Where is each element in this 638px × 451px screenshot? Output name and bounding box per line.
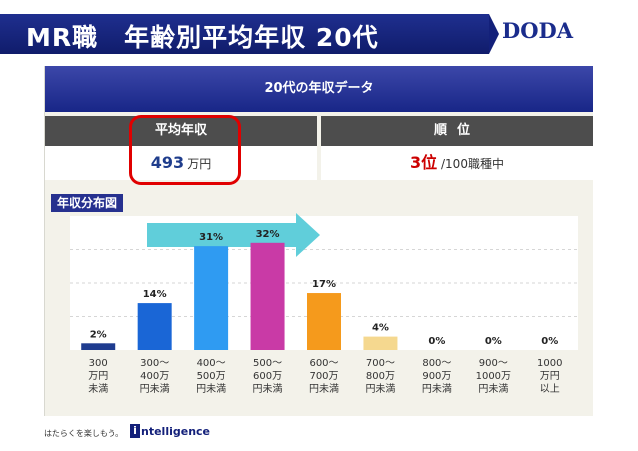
category-label: 円未満 [196, 383, 226, 395]
category-label: 500～ [253, 358, 282, 369]
category-label: 1000 [537, 358, 562, 369]
bar [81, 343, 116, 350]
bar [194, 246, 229, 350]
rank-header: 順位 [321, 116, 593, 146]
data-label: 32% [256, 229, 280, 240]
rank-value: 3位 [410, 153, 438, 172]
category-label: 300～ [140, 358, 169, 369]
data-label: 4% [372, 323, 389, 334]
salary-distribution-chart: 2%300万円未満14%300～400万円未満31%400～500万円未満32%… [70, 213, 578, 395]
data-label: 14% [143, 289, 167, 300]
bar [137, 303, 172, 350]
avg-salary-value: 493 [150, 153, 185, 172]
avg-salary-cell: 493 万円 [45, 146, 317, 180]
category-label: 300 [89, 358, 108, 369]
category-label: 600～ [309, 358, 338, 369]
category-label: 万円 [540, 371, 560, 382]
bar [250, 242, 285, 350]
data-label: 0% [485, 336, 502, 347]
data-label: 0% [428, 336, 445, 347]
category-label: 円未満 [478, 383, 508, 395]
data-label: 2% [90, 329, 107, 340]
page-title: MR職 年齢別平均年収 20代 [26, 23, 379, 52]
rank-cell: 3位 /100職種中 [321, 146, 593, 180]
chart-title: 年収分布図 [51, 194, 124, 212]
category-label: 1000万 [476, 371, 511, 382]
category-label: 円未満 [309, 383, 339, 395]
intelligence-logo-mark: i [130, 424, 140, 438]
intelligence-logo: ntelligence [141, 425, 211, 438]
category-label: 円未満 [253, 383, 283, 395]
category-label: 以上 [540, 383, 560, 395]
bar [363, 336, 398, 350]
category-label: 900～ [479, 358, 508, 369]
category-label: 円未満 [422, 383, 452, 395]
category-label: 万円 [88, 371, 108, 382]
category-label: 400～ [197, 358, 226, 369]
category-label: 500万 [197, 371, 226, 382]
category-label: 円未満 [365, 383, 395, 395]
category-label: 800万 [366, 371, 395, 382]
category-label: 600万 [253, 371, 282, 382]
highlight-circle [129, 115, 241, 185]
data-label: 31% [199, 232, 223, 243]
data-label: 17% [312, 279, 336, 290]
bar [307, 293, 341, 350]
category-label: 未満 [88, 383, 108, 395]
title-bar: MR職 年齢別平均年収 20代 [0, 14, 499, 54]
category-label: 800～ [422, 358, 451, 369]
card-heading: 20代の年収データ [45, 66, 593, 112]
avg-salary-unit: 万円 [187, 157, 212, 171]
rank-suffix: /100職種中 [437, 157, 504, 171]
brand-logo: DODA [502, 18, 574, 43]
footer-tagline: はたらくを楽しもう。 [44, 429, 124, 438]
category-label: 円未満 [140, 383, 170, 395]
data-label: 0% [541, 336, 558, 347]
avg-salary-header: 平均年収 [45, 116, 317, 146]
category-label: 900万 [422, 371, 451, 382]
category-label: 700万 [309, 371, 338, 382]
category-label: 700～ [366, 358, 395, 369]
category-label: 400万 [140, 371, 169, 382]
